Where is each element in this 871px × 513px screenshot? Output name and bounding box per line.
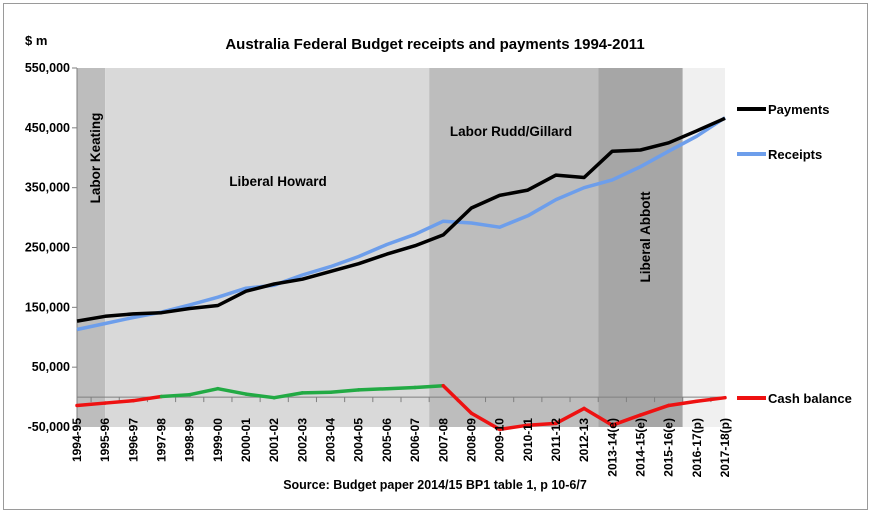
x-tick-label: 2017-18(p) [718,418,732,477]
cash-balance-segment [497,423,530,432]
x-tick-label: 1998-99 [183,418,197,462]
cash-balance-segment [385,385,417,391]
period-band-2 [429,68,599,427]
x-tick-label: 2012-13 [577,418,591,462]
receipts-line [76,116,726,332]
y-tick-label: 250,000 [25,241,70,255]
x-tick-label: 1996-97 [126,418,140,462]
cash-balance-segment [666,399,699,408]
legend-label: Payments [768,102,829,117]
period-label: Labor Keating [88,113,103,204]
x-tick-label: 2001-02 [267,418,281,462]
x-tick-label: 2009-10 [493,418,507,462]
x-tick-label: 2007-08 [436,418,450,462]
cash-balance-segment [582,406,615,427]
legend-label: Receipts [768,147,822,162]
x-tick-label: 2016-17(p) [690,418,704,477]
cash-balance-segment [610,413,643,427]
payments-line [76,116,726,323]
y-tick-label: -50,000 [28,420,70,434]
x-tick-label: 2000-01 [239,418,253,462]
unit-label: $ m [25,33,47,48]
cash-balance-segment [272,391,305,400]
y-tick-label: 50,000 [32,360,70,374]
x-tick-label: 1994-95 [70,418,84,462]
cash-balance-segment [216,386,248,396]
x-tick-label: 2013-14(e) [605,418,619,477]
cash-balance-segment [131,394,164,403]
cash-balance-segment [328,388,361,395]
legend-label: Cash balance [768,391,852,406]
x-tick-label: 2008-09 [464,418,478,462]
x-tick-label: 2010-11 [521,418,535,462]
cash-balance-segment [413,383,446,390]
x-tick-label: 1995-96 [98,418,112,462]
y-tick-label: 150,000 [25,300,70,314]
cash-balance-segment [695,395,727,404]
x-tick-label: 2005-06 [380,418,394,462]
y-tick-label: 450,000 [25,121,70,135]
period-band-1 [105,68,430,427]
cash-balance-segment [159,392,192,399]
x-tick-label: 2011-12 [549,418,563,462]
period-bands: Labor Keating Liberal Howard Labor Rudd/Gi… [77,68,725,427]
x-tick-label: 1997-98 [155,418,169,462]
cash-balance-segment [526,421,558,427]
cash-balance-segment [75,401,107,408]
cash-balance-segment [300,390,333,395]
y-tick-label: 350,000 [25,181,70,195]
x-tick-label: 1999-00 [211,418,225,462]
period-label: Liberal Abbott [638,191,653,282]
x-tick-label: 2003-04 [324,418,338,462]
period-label: Liberal Howard [229,174,327,189]
y-tick-label: 550,000 [25,61,70,75]
x-tick-label: 2006-07 [408,418,422,462]
cash-balance-segment [554,406,586,426]
x-tick-label: 2015-16(e) [662,418,676,477]
chart-title: Australia Federal Budget receipts and pa… [225,36,644,53]
source-note: Source: Budget paper 2014/15 BP1 table 1… [283,478,587,492]
period-band-3 [598,68,683,427]
cash-balance-segment [356,386,389,392]
cash-balance-segment [441,383,474,415]
cash-balance-segment [244,392,276,400]
tick-labels: -50,000 50,000 150,000 250,000 350,000 450,00… [25,61,732,477]
x-tick-label: 2014-15(e) [633,418,647,477]
cash-balance-segment [103,398,136,405]
cash-balance-segment [638,403,671,417]
cash-balance-segment [187,386,220,397]
x-tick-label: 2004-05 [352,418,366,462]
series-layer [75,116,727,432]
legend: Payments Receipts Cash balance [737,102,852,406]
period-label: Labor Rudd/Gillard [450,124,572,139]
cash-balance-segment [469,411,502,432]
period-band-0 [77,68,106,427]
x-tick-label: 2002-03 [295,418,309,462]
